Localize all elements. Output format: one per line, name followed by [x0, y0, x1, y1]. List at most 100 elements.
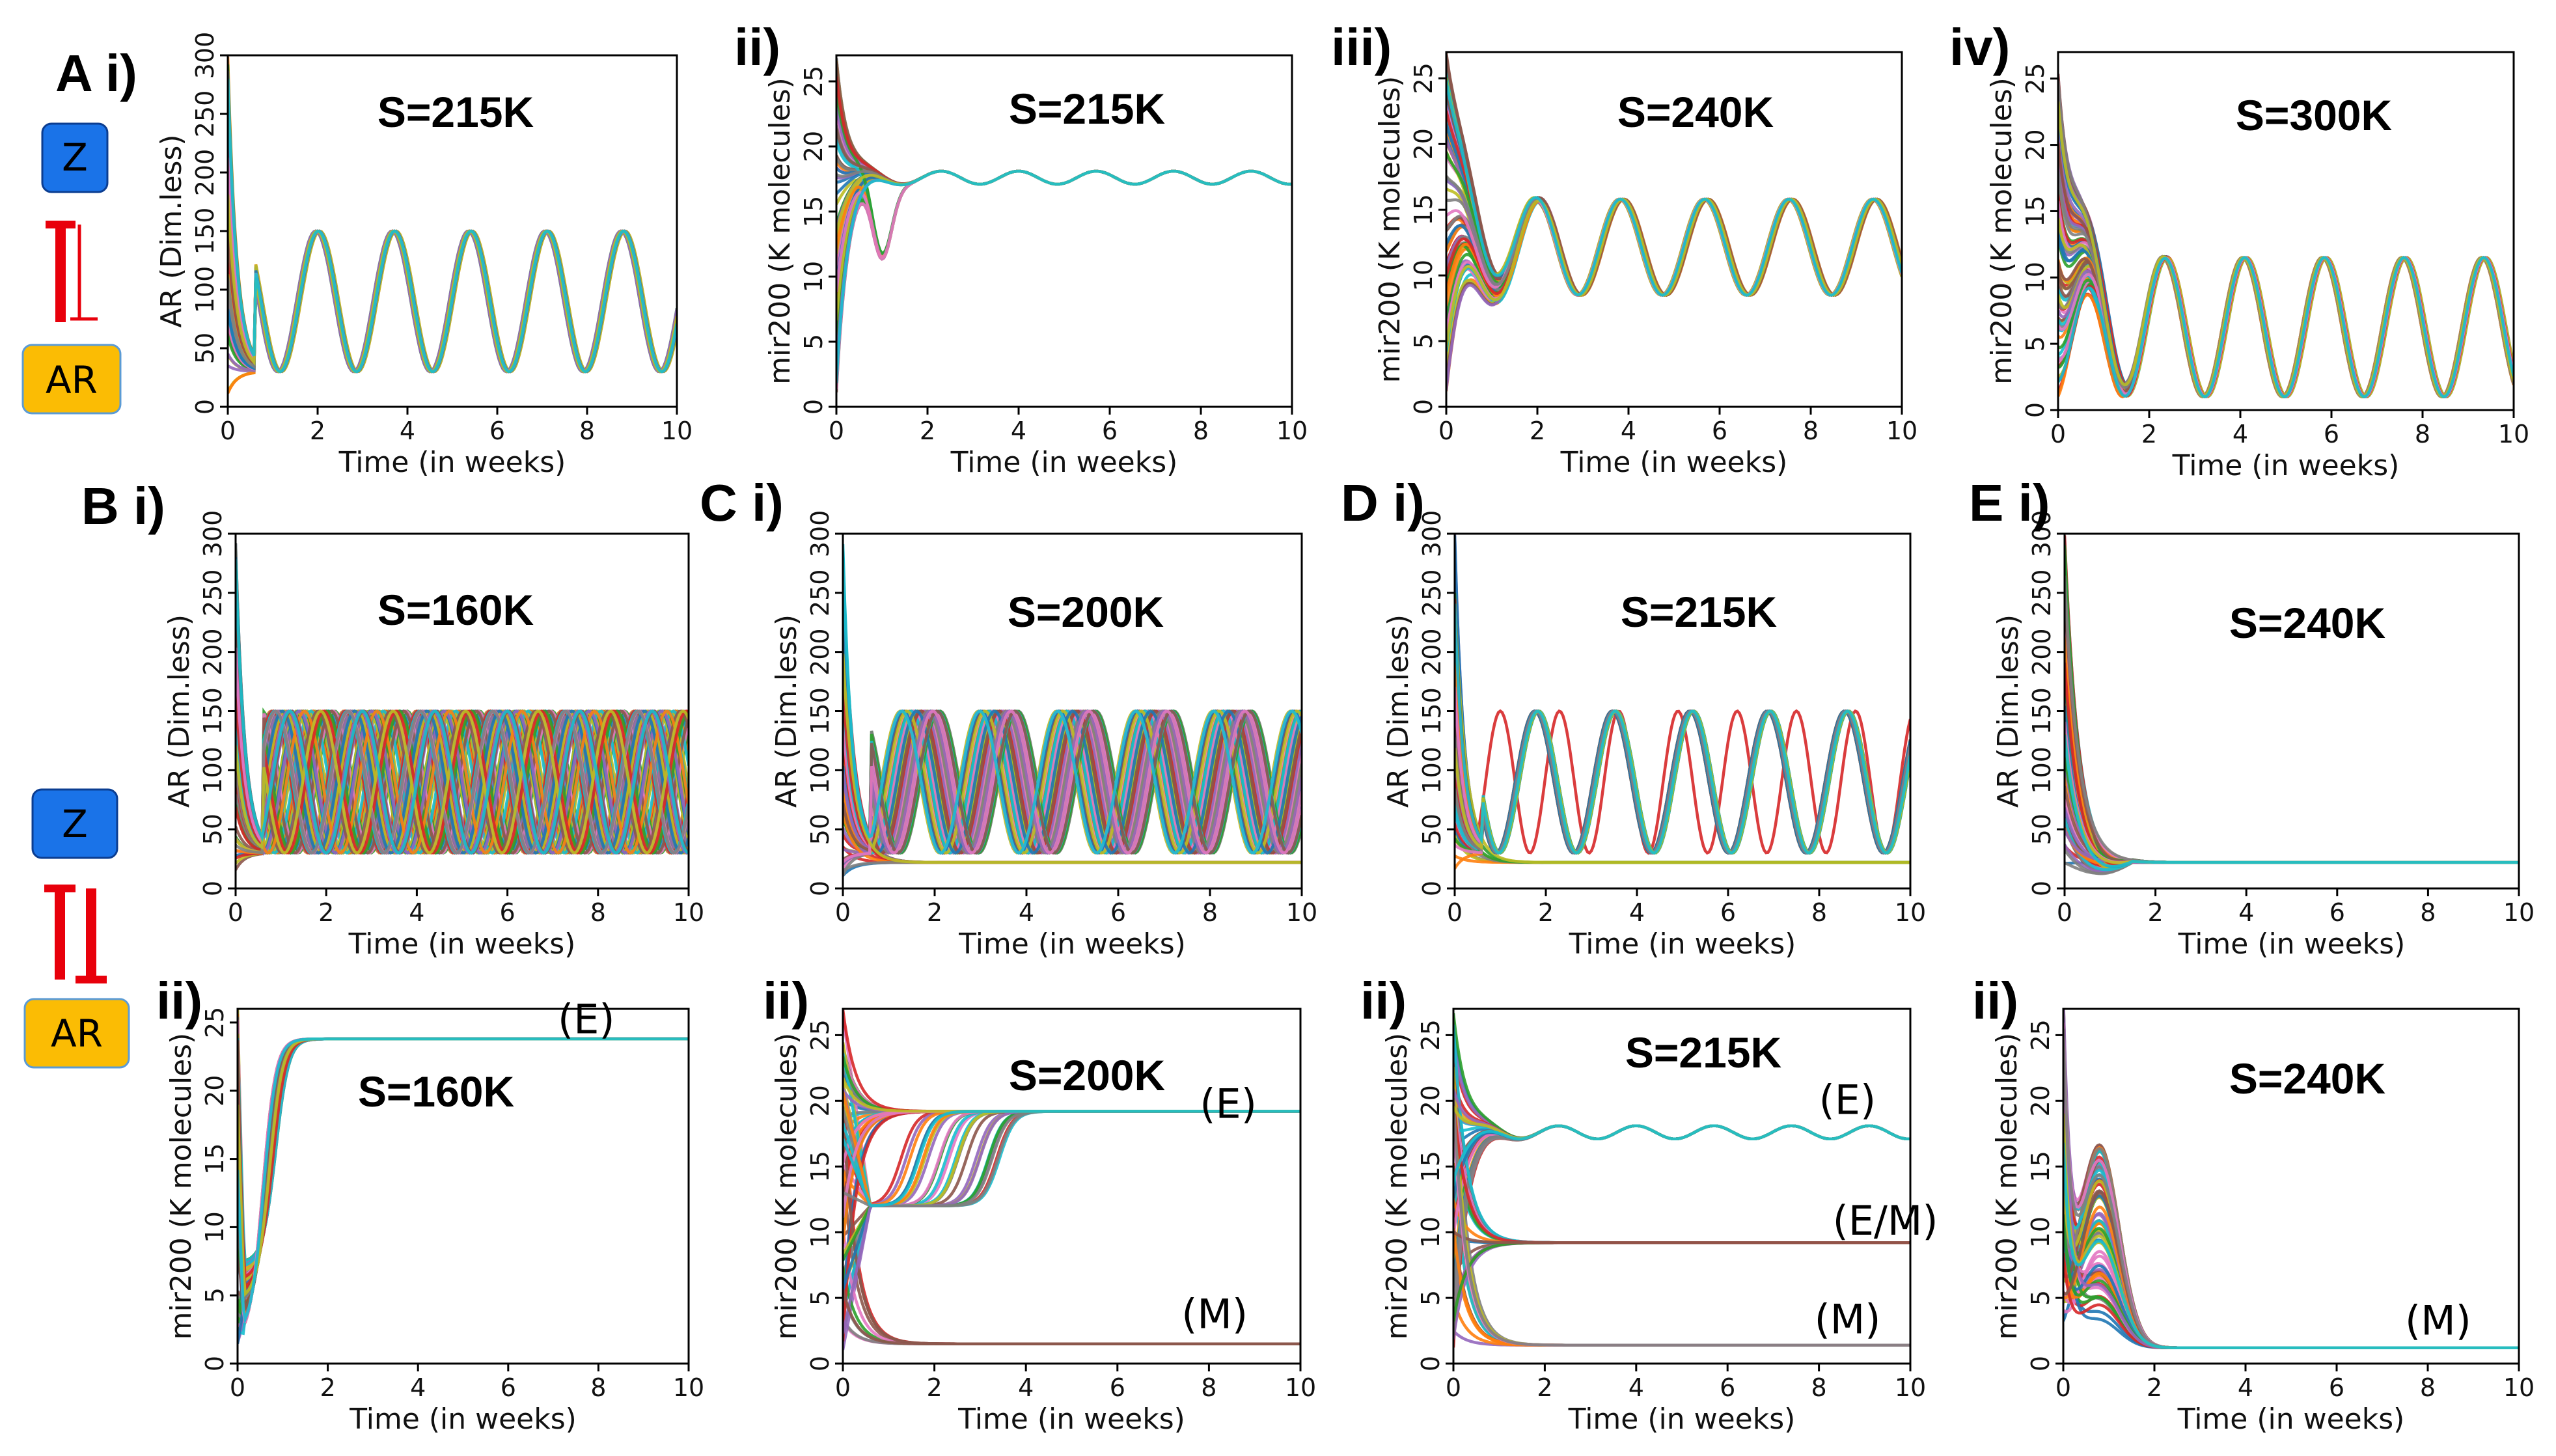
series-group — [2063, 994, 2519, 1347]
x-tick-label: 8 — [2420, 898, 2436, 927]
y-tick-label: 200 — [191, 149, 219, 197]
x-tick-label: 4 — [1628, 1373, 1644, 1402]
x-tick-label: 10 — [2498, 420, 2529, 448]
y-tick-label: 20 — [2021, 129, 2050, 160]
series-line — [2058, 258, 2514, 397]
y-tick-label: 250 — [199, 570, 227, 617]
x-tick-label: 2 — [1537, 1373, 1552, 1402]
x-tick-label: 10 — [1286, 898, 1317, 927]
series-line — [2065, 706, 2519, 866]
series-line — [2058, 258, 2514, 397]
series-line — [2058, 258, 2514, 396]
series-line — [238, 1020, 689, 1264]
series-line — [2065, 722, 2519, 862]
z-node-top-label: Z — [62, 135, 88, 180]
series-line — [1453, 1126, 1910, 1181]
series-line — [2058, 234, 2514, 396]
series-line — [836, 171, 1292, 314]
series-line — [2065, 648, 2519, 862]
series-line — [2065, 718, 2519, 868]
panel-label: ii) — [734, 18, 780, 76]
x-axis-label: Time (in weeks) — [1560, 446, 1788, 479]
series-line — [2065, 635, 2519, 863]
panel-title: S=215K — [1625, 1028, 1782, 1077]
series-line — [2065, 735, 2519, 866]
series-line — [2065, 618, 2519, 865]
panel-title: S=160K — [358, 1067, 515, 1116]
series-line — [836, 171, 1292, 320]
x-tick-label: 8 — [579, 417, 595, 445]
y-tick-label: 25 — [1416, 1019, 1445, 1051]
series-line — [238, 1030, 689, 1275]
y-tick-label: 150 — [806, 687, 834, 735]
series-line — [2058, 161, 2514, 397]
series-line — [2065, 648, 2519, 864]
x-tick-label: 6 — [1712, 417, 1727, 445]
series-line — [836, 129, 1292, 184]
x-tick-label: 8 — [1803, 417, 1819, 445]
series-line — [2058, 258, 2514, 396]
series-line — [2065, 545, 2519, 864]
x-axis-label: Time (in weeks) — [2177, 1403, 2405, 1436]
series-line — [2058, 258, 2514, 397]
series-line — [836, 129, 1292, 184]
y-tick-label: 10 — [806, 1216, 834, 1248]
series-line — [2058, 258, 2514, 397]
series-line — [2065, 736, 2519, 863]
x-tick-label: 8 — [590, 1373, 606, 1402]
x-axis-label: Time (in weeks) — [2172, 449, 2400, 482]
x-tick-label: 4 — [2238, 1373, 2253, 1402]
series-line — [2065, 845, 2519, 872]
y-tick-label: 20 — [1409, 128, 1438, 159]
y-tick-label: 25 — [1409, 62, 1438, 94]
y-tick-label: 250 — [806, 570, 834, 617]
x-tick-label: 6 — [1110, 898, 1126, 927]
y-axis-label: AR (Dim.less) — [1382, 614, 1415, 808]
series-line — [2058, 258, 2514, 397]
series-line — [2058, 171, 2514, 396]
series-line — [2065, 786, 2519, 862]
series-line — [2058, 146, 2514, 397]
panel-title: S=240K — [2229, 1054, 2386, 1103]
x-tick-label: 8 — [1201, 1373, 1216, 1402]
x-tick-label: 2 — [318, 898, 334, 927]
series-line — [836, 171, 1292, 383]
x-axis-label: Time (in weeks) — [958, 927, 1186, 961]
y-tick-label: 5 — [200, 1287, 229, 1303]
x-tick-label: 6 — [1720, 898, 1736, 927]
series-line — [2058, 258, 2514, 397]
series-line — [1453, 1126, 1910, 1174]
y-axis-label: mir200 (K molecules) — [1985, 77, 2018, 385]
y-tick-label: 150 — [199, 687, 227, 735]
x-tick-label: 4 — [1019, 898, 1034, 927]
series-line — [2058, 258, 2514, 397]
y-axis-label: AR (Dim.less) — [155, 134, 188, 327]
x-tick-label: 0 — [2050, 420, 2066, 448]
y-tick-label: 5 — [806, 1290, 834, 1306]
series-line — [1455, 536, 1910, 853]
series-line — [2058, 102, 2514, 396]
series-line — [2065, 550, 2519, 863]
series-line — [836, 171, 1292, 355]
z-node-bottom-label: Z — [62, 802, 88, 846]
panel-label: ii) — [1972, 972, 2018, 1030]
x-tick-label: 0 — [230, 1373, 245, 1402]
y-tick-label: 20 — [200, 1075, 229, 1106]
x-tick-label: 4 — [2233, 420, 2248, 448]
y-tick-label: 25 — [799, 66, 828, 97]
series-line — [2058, 258, 2514, 397]
x-axis-label: Time (in weeks) — [348, 927, 576, 961]
x-tick-label: 8 — [2420, 1373, 2436, 1402]
panel-title: S=215K — [1621, 588, 1778, 636]
x-tick-label: 0 — [2057, 898, 2072, 927]
y-tick-label: 5 — [799, 334, 828, 350]
series-line — [2065, 818, 2519, 864]
series-line — [2065, 635, 2519, 863]
y-tick-label: 100 — [2027, 747, 2056, 794]
state-annotation: (E/M) — [1833, 1197, 1938, 1244]
